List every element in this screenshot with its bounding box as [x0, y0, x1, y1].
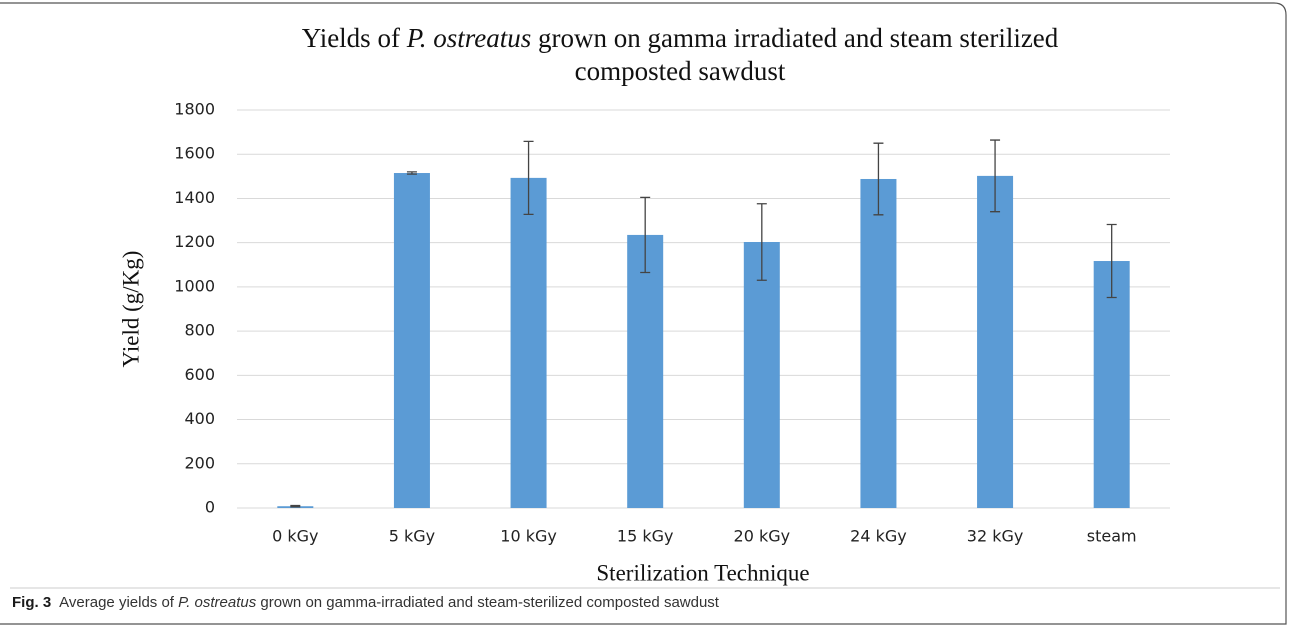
caption-text: grown on gamma-irradiated and steam-ster…	[256, 594, 719, 611]
x-tick-label: 0 kGy	[272, 527, 318, 546]
error-bar	[1106, 223, 1117, 299]
y-tick-label: 1000	[174, 276, 215, 295]
x-axis-label: Sterilization Technique	[596, 560, 809, 585]
y-tick-label: 1600	[174, 144, 215, 163]
y-axis-label: Yield (g/Kg)	[118, 251, 143, 368]
y-tick-label: 1400	[174, 188, 215, 207]
title-text: Yields of	[301, 23, 407, 53]
error-bar	[290, 504, 301, 508]
y-tick-label: 400	[184, 409, 215, 428]
bar	[393, 173, 430, 508]
x-tick-label: 20 kGy	[734, 527, 791, 546]
x-tick-label: 15 kGy	[617, 527, 674, 546]
y-tick-label: 800	[184, 321, 215, 340]
caption-text: Average yields of	[59, 594, 179, 611]
bar	[977, 175, 1014, 508]
bar	[1093, 261, 1130, 508]
error-bar	[990, 139, 1001, 213]
y-tick-label: 1800	[174, 100, 215, 119]
error-bar	[406, 171, 417, 175]
y-tick-label: 600	[184, 365, 215, 384]
y-tick-label: 1200	[174, 232, 215, 251]
title-text: grown on gamma irradiated and steam ster…	[531, 23, 1059, 86]
caption-italic: P. ostreatus	[178, 594, 257, 611]
x-tick-label: 24 kGy	[850, 527, 907, 546]
caption: Fig. 3 Average yields of P. ostreatus gro…	[12, 594, 719, 611]
x-tick-label: 10 kGy	[500, 527, 557, 546]
y-tick-label: 0	[205, 498, 215, 517]
x-tick-label: steam	[1087, 527, 1137, 546]
y-tick-label: 200	[184, 453, 215, 472]
error-bar	[873, 142, 884, 216]
bar	[627, 234, 664, 508]
x-tick-label: 32 kGy	[967, 527, 1024, 546]
title-italic: P. ostreatus	[406, 23, 532, 53]
bar	[510, 177, 547, 508]
error-bar	[756, 203, 767, 281]
caption-label: Fig. 3	[12, 594, 52, 611]
x-tick-label: 5 kGy	[389, 527, 435, 546]
error-bar	[640, 196, 651, 274]
bar	[860, 178, 897, 508]
error-bar	[523, 140, 534, 216]
bar	[743, 242, 780, 508]
chart-title: Yields of P. ostreatus grown on gamma ir…	[240, 22, 1120, 88]
